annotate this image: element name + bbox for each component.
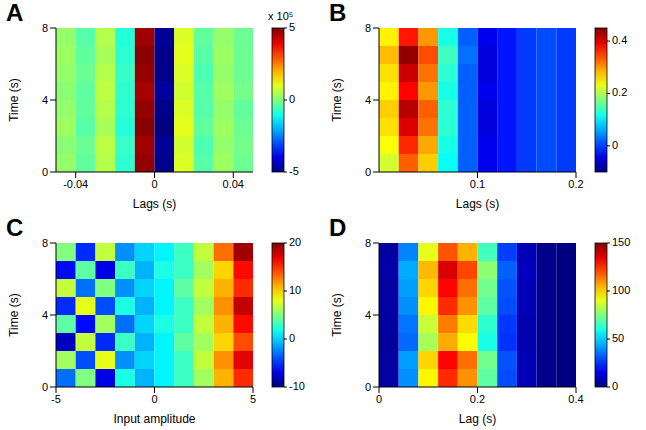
svg-text:0: 0 [151,393,157,405]
svg-text:0: 0 [42,166,48,178]
svg-text:-10: -10 [289,380,305,392]
svg-text:20: 20 [289,236,301,248]
svg-text:8: 8 [42,237,48,249]
svg-text:Time (s): Time (s) [330,293,344,337]
svg-text:-5: -5 [51,393,61,405]
svg-text:0: 0 [376,393,382,405]
svg-text:Time (s): Time (s) [330,78,344,122]
svg-text:0.2: 0.2 [568,178,583,190]
svg-text:4: 4 [365,309,371,321]
svg-text:10: 10 [289,284,301,296]
svg-text:Lags (s): Lags (s) [133,197,176,211]
svg-text:0.2: 0.2 [470,393,485,405]
html-text:A: A [6,0,24,26]
svg-text:4: 4 [42,94,48,106]
html-text:B: B [329,0,347,26]
svg-text:0.2: 0.2 [612,86,627,98]
svg-text:Lag (s): Lag (s) [459,412,496,426]
svg-text:Input amplitude: Input amplitude [113,412,195,426]
svg-text:5: 5 [250,393,256,405]
svg-text:50: 50 [612,332,624,344]
svg-text:Time (s): Time (s) [7,78,21,122]
svg-text:0: 0 [612,380,618,392]
html-text:D: D [329,214,347,241]
svg-text:150: 150 [612,236,630,248]
svg-text:5: 5 [289,21,295,33]
svg-text:0: 0 [612,139,618,151]
svg-text:4: 4 [365,94,371,106]
svg-text:-5: -5 [289,165,299,177]
svg-text:0.4: 0.4 [568,393,583,405]
svg-text:0.04: 0.04 [223,178,244,190]
svg-text:4: 4 [42,309,48,321]
svg-text:0: 0 [365,381,371,393]
svg-text:8: 8 [42,22,48,34]
svg-text:-0.04: -0.04 [63,178,88,190]
html-text:C: C [6,214,24,241]
svg-text:0.1: 0.1 [470,178,485,190]
svg-text:Lags (s): Lags (s) [456,197,499,211]
svg-text:8: 8 [365,22,371,34]
svg-text:x 10⁵: x 10⁵ [268,10,294,22]
svg-text:8: 8 [365,237,371,249]
svg-text:0: 0 [42,381,48,393]
svg-text:0: 0 [289,332,295,344]
svg-text:0: 0 [151,178,157,190]
svg-text:100: 100 [612,284,630,296]
svg-text:Time (s): Time (s) [7,293,21,337]
svg-text:0: 0 [289,93,295,105]
svg-text:0.4: 0.4 [612,34,627,46]
svg-text:0: 0 [365,166,371,178]
